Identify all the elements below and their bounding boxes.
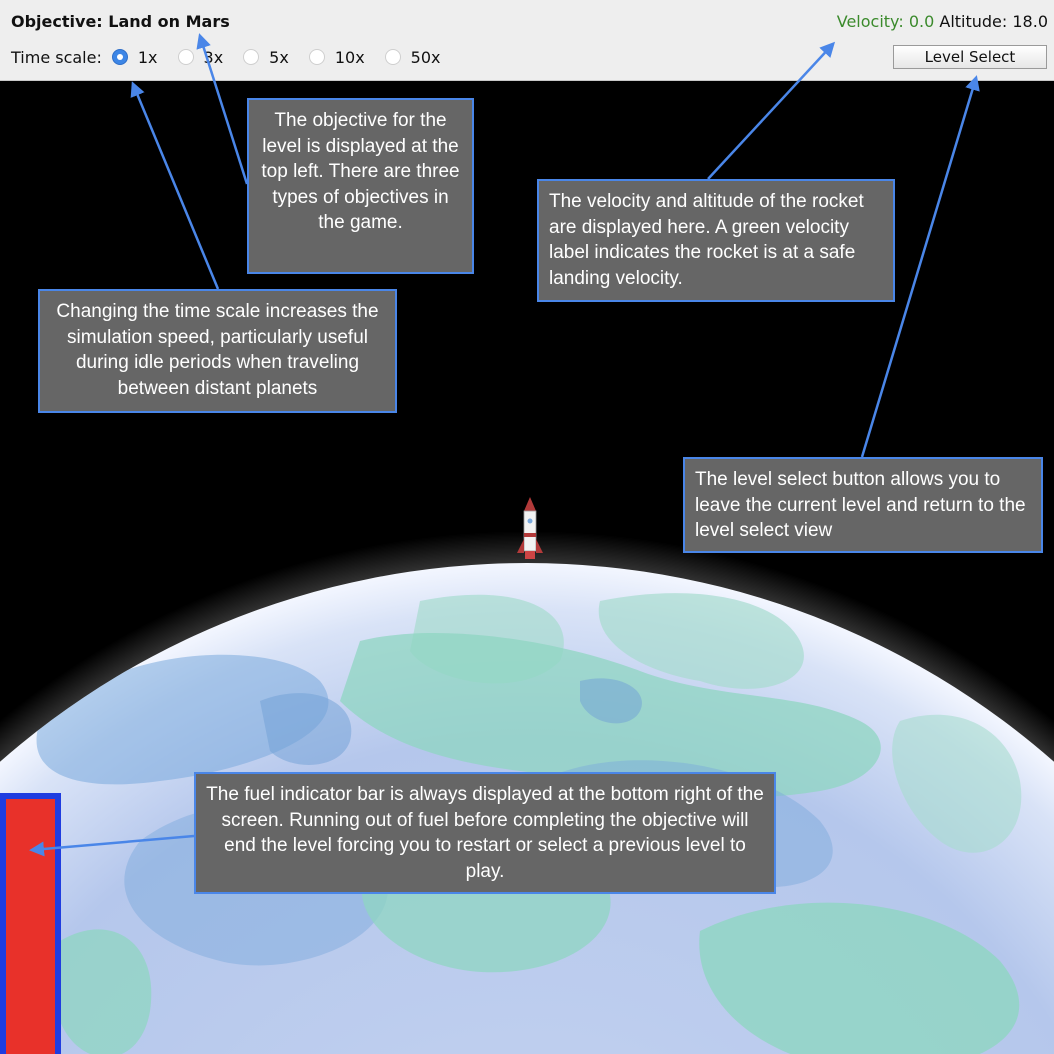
fuel-callout: The fuel indicator bar is always display… (194, 772, 776, 894)
time-scale-option-label: 3x (203, 47, 224, 67)
time-scale-option-3x[interactable]: 3x (177, 47, 224, 67)
radio-button[interactable] (308, 49, 325, 65)
time-scale-option-50x[interactable]: 50x (384, 47, 441, 67)
time-scale-option-10x[interactable]: 10x (308, 47, 365, 67)
planet-scene (0, 497, 1054, 1054)
time-scale-option-label: 1x (137, 47, 158, 67)
time-scale-group: Time scale: 1x 3x 5x 10x 50x (11, 46, 460, 68)
level-select-button[interactable]: Level Select (893, 45, 1047, 69)
time-scale-option-label: 50x (410, 47, 441, 67)
time-scale-option-label: 10x (334, 47, 365, 67)
objective-label: Objective: Land on Mars (11, 12, 230, 31)
objective-callout: The objective for the level is displayed… (247, 98, 474, 274)
flight-stats: Velocity: 0.0 Altitude: 18.0 (837, 12, 1048, 31)
hud-top-bar: Objective: Land on Mars Time scale: 1x 3… (0, 0, 1054, 81)
radio-button[interactable] (384, 49, 401, 65)
time-scale-callout: Changing the time scale increases the si… (38, 289, 397, 413)
time-scale-label: Time scale: (11, 47, 102, 67)
velocity-label: Velocity: 0.0 (836, 12, 935, 31)
time-scale-option-1x[interactable]: 1x (111, 47, 158, 67)
time-scale-option-label: 5x (269, 47, 289, 67)
fuel-indicator-bar (0, 793, 61, 1054)
rocket (517, 497, 543, 559)
radio-button[interactable] (243, 49, 260, 65)
velocity-callout: The velocity and altitude of the rocket … (537, 179, 895, 302)
time-scale-option-5x[interactable]: 5x (243, 48, 289, 67)
radio-button-checked[interactable] (111, 49, 128, 65)
fuel-fill (6, 799, 55, 1054)
level-select-callout: The level select button allows you to le… (683, 457, 1043, 553)
radio-button[interactable] (177, 49, 194, 65)
altitude-label: Altitude: 18.0 (939, 12, 1048, 31)
game-viewport (0, 81, 1054, 1054)
